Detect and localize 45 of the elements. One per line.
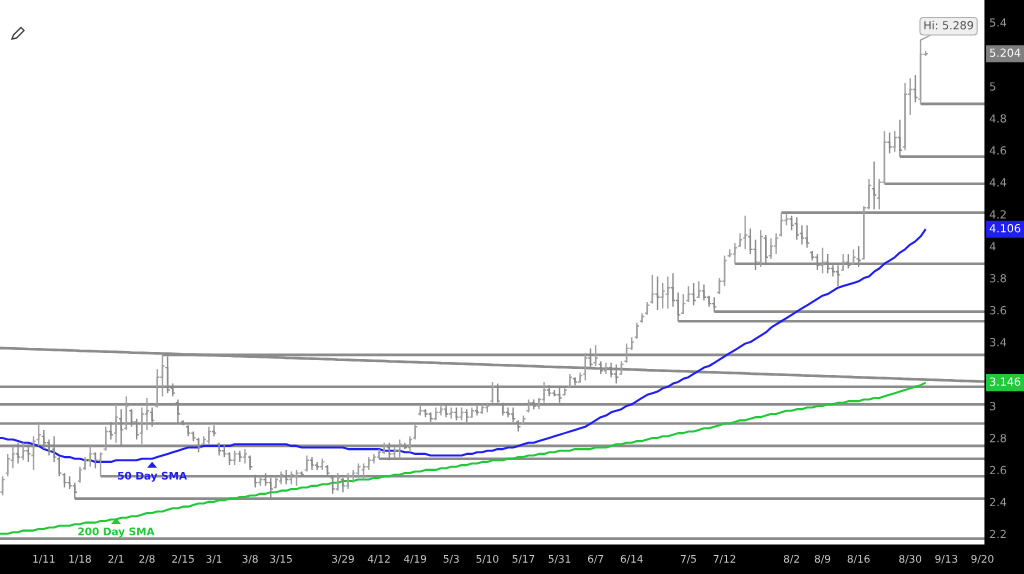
series-label: 200 Day SMA [78, 527, 155, 538]
x-tick-label: 4/19 [403, 554, 427, 564]
y-tick-label: 4.6 [989, 146, 1007, 155]
y-tick-label: 3 [990, 401, 996, 411]
x-tick-label: 4/12 [367, 554, 390, 564]
x-tick-label: 3/8 [242, 554, 258, 564]
x-tick-label: 8/30 [899, 554, 922, 564]
y-tick-label: 2.4 [989, 497, 1007, 507]
x-tick-label: 5/10 [476, 554, 499, 564]
x-tick-label: 8/9 [814, 554, 831, 564]
x-tick-label: 6/7 [587, 554, 604, 564]
x-tick-label: 9/13 [935, 554, 958, 564]
x-tick-label: 9/20 [971, 554, 994, 564]
y-tick-label: 2.2 [989, 529, 1006, 539]
x-tick-label: 8/16 [847, 554, 870, 564]
x-tick-label: 7/5 [680, 555, 696, 564]
x-tick-label: 3/15 [270, 554, 292, 564]
x-tick-label: 5/3 [443, 554, 459, 564]
x-tick-label: 3/1 [206, 554, 222, 564]
y-tick-label: 2.8 [989, 433, 1007, 443]
x-tick-label: 5/31 [548, 554, 571, 564]
y-tick-label: 5 [990, 82, 996, 91]
y-tick-label: 3.8 [990, 274, 1007, 283]
y-tick-label: 3.6 [990, 306, 1007, 315]
x-tick-label: 1/18 [69, 554, 91, 564]
x-tick-label: 5/17 [512, 555, 535, 564]
annotation: Hi: 5.289 [924, 20, 974, 30]
text: 4.106 [989, 224, 1021, 233]
x-tick-label: 6/14 [620, 554, 643, 564]
x-tick-label: 1/11 [33, 555, 55, 564]
y-tick-label: 4.2 [989, 210, 1006, 219]
x-tick-label: 2/8 [139, 554, 155, 564]
x-tick-label: 3/29 [332, 554, 354, 564]
x-tick-label: 2/1 [108, 554, 124, 564]
text: 3.146 [990, 377, 1021, 386]
y-tick-label: 4 [989, 242, 996, 251]
x-tick-label: 8/2 [783, 554, 799, 564]
y-tick-label: 4.4 [989, 178, 1007, 187]
y-tick-label: 2.6 [989, 465, 1007, 475]
y-tick-label: 4.8 [989, 114, 1007, 123]
text: 5.204 [990, 48, 1021, 57]
y-tick-label: 3.4 [990, 338, 1007, 347]
y-tick-label: 5.4 [990, 18, 1007, 27]
x-tick-label: 7/12 [713, 554, 736, 564]
x-tick-label: 2/15 [172, 554, 194, 564]
